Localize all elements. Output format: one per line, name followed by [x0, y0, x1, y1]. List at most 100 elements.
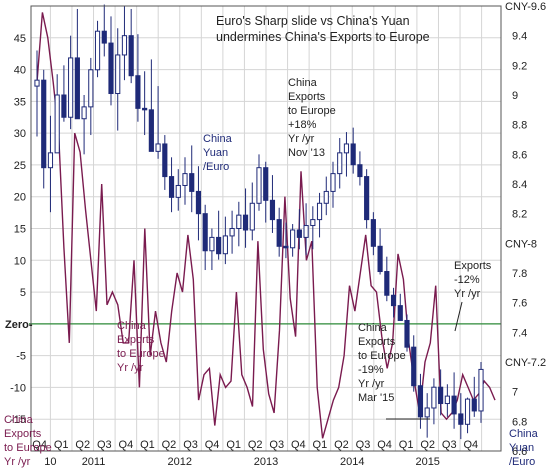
candle-up — [431, 386, 437, 409]
candle-down — [128, 35, 134, 77]
candle-down — [390, 294, 397, 307]
right-tick-label: 7.8 — [512, 268, 527, 280]
annotation-latest-pointer — [454, 301, 463, 332]
candle-up — [236, 214, 242, 229]
candle-down — [397, 305, 403, 321]
candle-down — [283, 245, 289, 249]
legend-line: Exports — [4, 428, 42, 440]
x-quarter-label: Q4 — [119, 439, 134, 451]
zero-label: Zero- — [5, 319, 33, 331]
candle-down — [108, 42, 114, 95]
chart-title-line-2: undermines China's Exports to Europe — [216, 30, 430, 44]
candle-up — [337, 152, 343, 175]
x-quarter-label: Q3 — [356, 439, 371, 451]
annotation-line: to Europe — [117, 348, 165, 360]
annotation-line: Nov '13 — [288, 147, 325, 159]
annotation-line: China — [203, 133, 233, 145]
right-tick-label: CNY-9.6 — [505, 1, 546, 13]
x-year-label: 10 — [44, 456, 56, 468]
candle-up — [310, 219, 316, 227]
annotation-line: +18% — [288, 119, 317, 131]
candle-down — [384, 271, 390, 296]
candle-down — [135, 75, 141, 109]
candle-down — [370, 219, 376, 247]
candle-up — [81, 106, 87, 120]
right-tick-label: 8.4 — [512, 179, 527, 191]
candle-up — [68, 57, 74, 118]
x-quarter-label: Q1 — [140, 439, 155, 451]
right-tick-label: 7.4 — [512, 327, 527, 339]
candle-down — [417, 385, 424, 418]
annotation-line: /Euro — [203, 161, 229, 173]
annotation-exports-series: China Exports to Europe Yr /yr — [117, 320, 165, 374]
candle-down — [61, 94, 67, 118]
candle-up — [249, 202, 255, 231]
x-quarter-label: Q1 — [313, 439, 328, 451]
yuan-euro-series — [34, 4, 484, 440]
candle-up — [256, 167, 262, 204]
annotation-line: Yr /yr — [117, 362, 144, 374]
plot-border — [30, 5, 502, 452]
x-quarter-label: Q2 — [420, 439, 435, 451]
annotation-line: to Europe — [288, 105, 336, 117]
legend-exports-left: China Exports to Europe Yr /yr — [4, 414, 52, 468]
x-quarter-label: Q2 — [248, 439, 263, 451]
right-tick-label: 6.8 — [512, 416, 527, 428]
candle-up — [94, 30, 101, 71]
candle-down — [189, 173, 195, 192]
candle-down — [195, 190, 202, 215]
x-quarter-label: Q4 — [32, 439, 47, 451]
candle-up — [182, 173, 188, 186]
candle-down — [168, 176, 175, 198]
candle-up — [444, 395, 450, 405]
candle-down — [377, 245, 383, 273]
candle-up — [343, 143, 350, 154]
candle-up — [175, 184, 181, 198]
x-quarter-label: Q2 — [334, 439, 349, 451]
annotation-exports-nov13: China Exports to Europe +18% Yr /yr Nov … — [288, 77, 336, 159]
candle-up — [330, 173, 336, 192]
candle-down — [216, 236, 222, 255]
x-year-label: 2011 — [82, 456, 106, 468]
legend-line: Yr /yr — [4, 456, 31, 468]
left-tick-label: 35 — [14, 96, 26, 108]
candle-down — [148, 109, 154, 152]
right-tick-label: CNY-8 — [505, 238, 537, 250]
x-quarter-label: Q3 — [269, 439, 284, 451]
annotation-line: Yuan — [203, 147, 228, 159]
legend-line: /Euro — [509, 456, 535, 468]
candle-down — [404, 319, 410, 348]
candle-up — [316, 202, 323, 221]
right-tick-label: 7.6 — [512, 298, 527, 310]
candle-down — [458, 413, 464, 425]
candle-down — [471, 398, 477, 412]
left-tick-label: 15 — [14, 224, 26, 236]
candle-down — [357, 164, 363, 178]
left-axis: 45 40 35 30 25 20 15 10 5 Zero- -5 -10 -15 — [5, 33, 33, 426]
left-tick-label: 45 — [14, 33, 26, 45]
plot-frame — [30, 5, 502, 452]
right-tick-label: 8.8 — [512, 120, 527, 132]
candle-up — [424, 407, 430, 418]
candle-up — [47, 152, 54, 169]
left-tick-label: 25 — [14, 160, 26, 172]
x-quarter-label: Q1 — [226, 439, 241, 451]
x-year-label: 2012 — [168, 456, 192, 468]
x-quarter-label: Q4 — [205, 439, 220, 451]
candle-down — [364, 176, 370, 221]
annotation-line: to Europe — [358, 350, 406, 362]
candle-up — [209, 236, 215, 252]
annotation-line: Mar '15 — [358, 392, 394, 404]
annotation-line: Exports — [358, 336, 396, 348]
x-quarter-label: Q3 — [97, 439, 112, 451]
candle-down — [41, 79, 47, 169]
candle-up — [229, 228, 235, 237]
annotation-exports-latest: Exports -12% Yr /yr — [454, 260, 492, 300]
candle-up — [478, 368, 484, 412]
annotation-line: Exports — [454, 260, 492, 272]
candle-down — [296, 229, 302, 238]
candle-up — [290, 229, 296, 249]
annotation-line: Exports — [288, 91, 326, 103]
legend-line: China — [4, 414, 34, 426]
